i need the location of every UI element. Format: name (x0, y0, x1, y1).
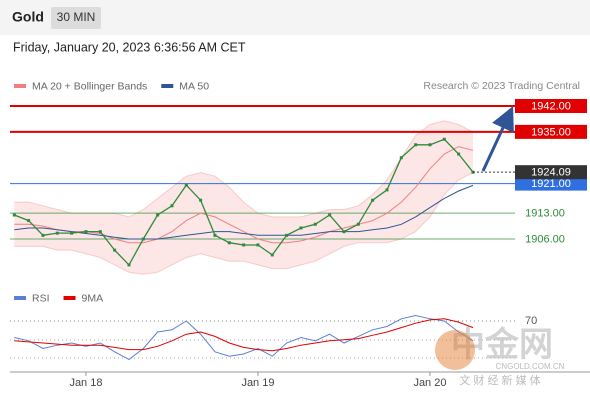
legend-label: 9MA (82, 292, 104, 304)
price-point (227, 241, 231, 245)
level-label: 1935.00 (531, 126, 571, 138)
last-price-label: 1924.09 (531, 167, 571, 179)
price-point (70, 231, 74, 235)
symbol: Gold (12, 9, 44, 25)
bollinger-fill (14, 120, 473, 275)
price-point (242, 243, 246, 247)
watermark-url: CNGOLD.COM.CN (496, 362, 565, 371)
price-point (328, 213, 332, 217)
x-tick-label: Jan 19 (241, 377, 274, 389)
last-price-box (515, 165, 587, 180)
price-point (170, 204, 174, 208)
forecast-arrow (481, 106, 514, 172)
legend-swatch (63, 296, 76, 300)
timeframe[interactable]: 30 MIN (57, 10, 96, 24)
price-point (299, 226, 303, 230)
price-point (41, 233, 45, 237)
datetime: Friday, January 20, 2023 6:36:56 AM CET (13, 40, 246, 54)
legend-label: MA 20 + Bollinger Bands (32, 80, 147, 92)
price-point (98, 230, 102, 234)
price-point (213, 233, 217, 237)
price-point (156, 213, 160, 217)
legend-label: MA 50 (179, 80, 209, 92)
legend-swatch (14, 84, 26, 88)
price-point (113, 248, 117, 252)
watermark-logo (435, 330, 475, 370)
watermark-tagline: 文 财 经 新 媒 体 (459, 373, 540, 387)
ma-line (14, 184, 474, 240)
timeframe-button[interactable] (51, 7, 101, 29)
price-point (313, 222, 317, 226)
price-point (371, 198, 375, 202)
price-point (270, 253, 274, 257)
price-point (428, 143, 432, 147)
price-point (457, 152, 461, 156)
legend-swatch (161, 84, 174, 88)
price-point (442, 137, 446, 141)
price-point (385, 188, 389, 192)
price-point (399, 156, 403, 160)
price-point (414, 143, 418, 147)
price-point (342, 230, 346, 234)
x-tick-label: Jan 18 (69, 377, 102, 389)
price-point (12, 213, 16, 217)
level-label-box (515, 124, 587, 139)
legend-label: RSI (32, 292, 50, 304)
price-point (199, 198, 203, 202)
price-point (256, 243, 260, 247)
price-point (27, 219, 31, 223)
price-point (285, 233, 289, 237)
price-point (55, 231, 59, 235)
rsi-line (14, 318, 474, 352)
price-point (141, 237, 145, 241)
price-point (84, 230, 88, 234)
level-label: 1913.00 (525, 208, 565, 220)
level-label: 1921.00 (531, 178, 571, 190)
watermark-brand: 中金网 (451, 325, 553, 364)
source: Research © 2023 Trading Central (423, 80, 580, 92)
y-tick-label: 70 (525, 315, 537, 327)
level-label-box (515, 98, 587, 113)
bollinger-lower (14, 172, 474, 275)
price-point (127, 263, 131, 267)
legend-swatch (14, 296, 26, 300)
level-label: 1906.00 (525, 233, 565, 245)
level-label: 1942.00 (531, 100, 571, 112)
price-point (184, 183, 188, 187)
level-label-box (515, 176, 587, 191)
x-tick-label: Jan 20 (413, 377, 446, 389)
price-point (356, 222, 360, 226)
